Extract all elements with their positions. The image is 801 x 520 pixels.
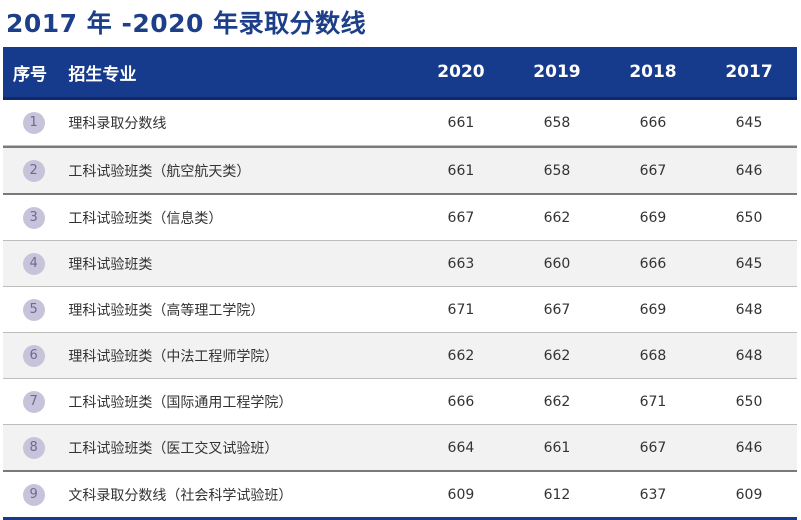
score-cell: 667 — [447, 209, 475, 226]
major-name: 理科试验班类（中法工程师学院） — [68, 348, 279, 365]
header-year-2018: 2018 — [629, 62, 677, 82]
score-cell: 650 — [735, 393, 763, 410]
score-cell: 660 — [543, 255, 571, 272]
score-cell: 666 — [447, 393, 475, 410]
table-row: 8 工科试验班类（医工交叉试验班） 664 661 667 646 — [3, 425, 797, 472]
score-cell: 661 — [447, 162, 475, 179]
score-cell: 637 — [639, 486, 667, 503]
header-year-2019: 2019 — [533, 62, 581, 82]
row-number-badge: 9 — [22, 483, 45, 506]
score-cell: 669 — [639, 209, 667, 226]
score-cell: 667 — [639, 162, 667, 179]
major-name: 理科试验班类 — [68, 256, 153, 273]
score-cell: 658 — [543, 162, 571, 179]
header-index: 序号 — [13, 64, 47, 85]
score-cell: 663 — [447, 255, 475, 272]
score-cell: 648 — [735, 301, 763, 318]
score-cell: 645 — [735, 114, 763, 131]
major-name: 工科试验班类（航空航天类） — [68, 163, 251, 180]
major-name: 理科试验班类（高等理工学院） — [68, 302, 265, 319]
page-title: 2017 年 -2020 年录取分数线 — [6, 9, 367, 38]
major-name: 文科录取分数线（社会科学试验班） — [68, 487, 293, 504]
table-row: 3 工科试验班类（信息类） 667 662 669 650 — [3, 195, 797, 241]
score-cell: 645 — [735, 255, 763, 272]
score-cell: 666 — [639, 255, 667, 272]
table-row: 5 理科试验班类（高等理工学院） 671 667 669 648 — [3, 287, 797, 333]
major-name: 工科试验班类（信息类） — [68, 210, 223, 227]
row-number-badge: 7 — [22, 390, 45, 413]
score-cell: 671 — [447, 301, 475, 318]
score-cell: 668 — [639, 347, 667, 364]
admission-score-table: 序号 招生专业 2020 2019 2018 2017 1 理科录取分数线 66… — [3, 47, 797, 520]
score-cell: 648 — [735, 347, 763, 364]
score-cell: 661 — [543, 439, 571, 456]
score-cell: 666 — [639, 114, 667, 131]
score-cell: 662 — [543, 393, 571, 410]
table-row: 6 理科试验班类（中法工程师学院） 662 662 668 648 — [3, 333, 797, 379]
score-cell: 661 — [447, 114, 475, 131]
row-number-badge: 8 — [22, 436, 45, 459]
table-row: 4 理科试验班类 663 660 666 645 — [3, 241, 797, 287]
table-row: 1 理科录取分数线 661 658 666 645 — [3, 100, 797, 146]
score-cell: 669 — [639, 301, 667, 318]
table-row: 9 文科录取分数线（社会科学试验班） 609 612 637 609 — [3, 472, 797, 520]
row-number-badge: 6 — [22, 344, 45, 367]
table-row: 7 工科试验班类（国际通用工程学院） 666 662 671 650 — [3, 379, 797, 425]
score-cell: 667 — [543, 301, 571, 318]
score-cell: 650 — [735, 209, 763, 226]
score-cell: 609 — [735, 486, 763, 503]
table-header: 序号 招生专业 2020 2019 2018 2017 — [3, 47, 797, 100]
score-cell: 662 — [447, 347, 475, 364]
score-cell: 662 — [543, 347, 571, 364]
row-number-badge: 2 — [22, 159, 45, 182]
score-cell: 646 — [735, 439, 763, 456]
score-cell: 662 — [543, 209, 571, 226]
score-cell: 612 — [543, 486, 571, 503]
major-name: 工科试验班类（医工交叉试验班） — [68, 440, 279, 457]
header-year-2020: 2020 — [437, 62, 485, 82]
row-number-badge: 4 — [22, 252, 45, 275]
score-cell: 609 — [447, 486, 475, 503]
row-number-badge: 3 — [22, 206, 45, 229]
row-number-badge: 1 — [22, 111, 45, 134]
score-cell: 671 — [639, 393, 667, 410]
row-number-badge: 5 — [22, 298, 45, 321]
table-row: 2 工科试验班类（航空航天类） 661 658 667 646 — [3, 146, 797, 195]
score-cell: 667 — [639, 439, 667, 456]
major-name: 理科录取分数线 — [68, 115, 167, 132]
major-name: 工科试验班类（国际通用工程学院） — [68, 394, 293, 411]
header-major: 招生专业 — [68, 64, 137, 85]
header-year-2017: 2017 — [725, 62, 773, 82]
score-cell: 658 — [543, 114, 571, 131]
score-cell: 664 — [447, 439, 475, 456]
score-cell: 646 — [735, 162, 763, 179]
